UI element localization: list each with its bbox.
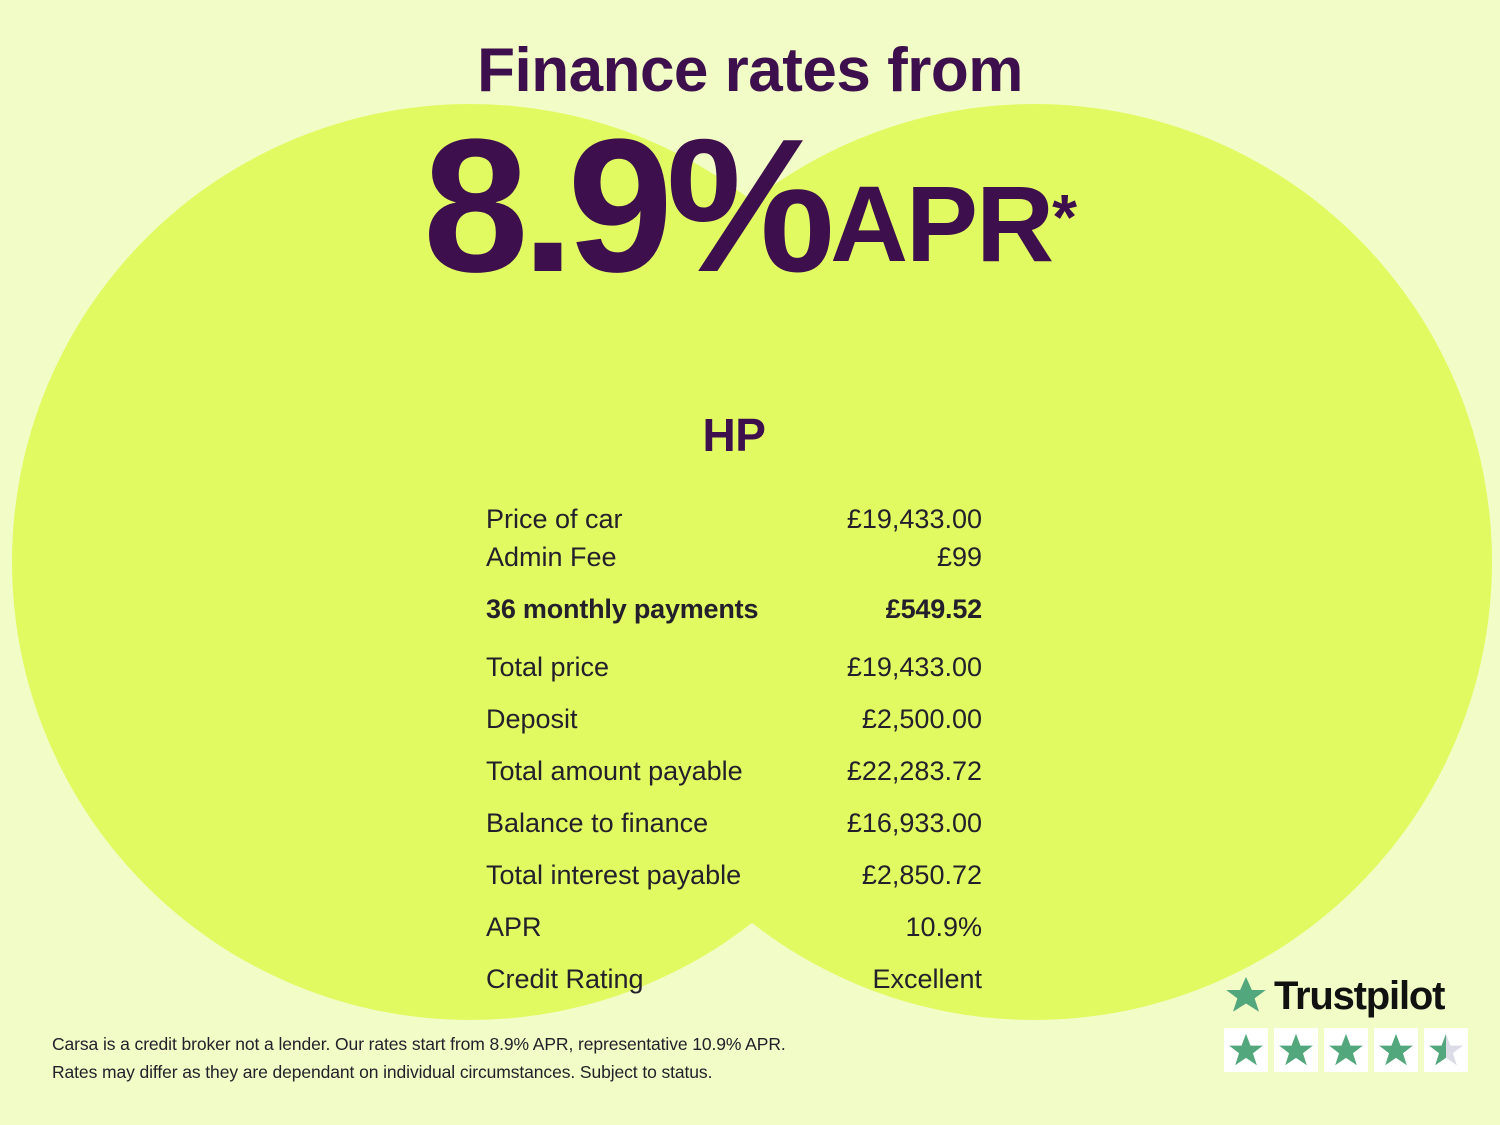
star-icon bbox=[1226, 976, 1266, 1012]
finance-row-value: £99 bbox=[936, 542, 982, 573]
disclaimer: Carsa is a credit broker not a lender. O… bbox=[52, 1030, 832, 1087]
finance-row-value: 10.9% bbox=[905, 912, 982, 943]
finance-table: Price of car £19,433.00 Admin Fee £99 36 mon… bbox=[486, 502, 982, 1014]
finance-row: Admin Fee £99 bbox=[486, 540, 982, 578]
finance-row-label: Total amount payable bbox=[486, 756, 743, 787]
finance-row: Total interest payable £2,850.72 bbox=[486, 858, 982, 910]
finance-panel: HP Price of car £19,433.00 Admin Fee £99 36 … bbox=[486, 408, 982, 1014]
rate-apr-label: APR bbox=[830, 162, 1054, 284]
finance-row: 36 monthly payments £549.52 bbox=[486, 578, 982, 650]
disclaimer-line-1: Carsa is a credit broker not a lender. O… bbox=[52, 1034, 786, 1054]
rate-value: 8.9% bbox=[422, 100, 835, 313]
finance-row: Total price £19,433.00 bbox=[486, 650, 982, 702]
page-title: Finance rates from bbox=[477, 36, 1023, 105]
finance-row: Total amount payable £22,283.72 bbox=[486, 754, 982, 806]
finance-row: Balance to finance £16,933.00 bbox=[486, 806, 982, 858]
headline-block: Finance rates from 8.9% APR * bbox=[0, 36, 1500, 313]
disclaimer-line-2: Rates may differ as they are dependant o… bbox=[52, 1062, 713, 1083]
finance-row-label: Admin Fee bbox=[486, 542, 617, 573]
rate-line: 8.9% APR * bbox=[0, 100, 1500, 313]
trustpilot-brand: Trustpilot bbox=[1224, 972, 1470, 1020]
trustpilot-star bbox=[1374, 1028, 1418, 1072]
finance-row: Deposit £2,500.00 bbox=[486, 702, 982, 754]
finance-row-value: £22,283.72 bbox=[846, 756, 982, 787]
finance-row-value: £19,433.00 bbox=[846, 504, 982, 534]
trustpilot-star bbox=[1224, 1028, 1268, 1072]
finance-row: APR 10.9% bbox=[486, 910, 982, 962]
finance-row-label: Total price bbox=[486, 652, 610, 683]
finance-row-value: £2,500.00 bbox=[861, 704, 982, 735]
trustpilot-star bbox=[1424, 1028, 1468, 1072]
trustpilot-star bbox=[1274, 1028, 1318, 1072]
finance-row-value: £16,933.00 bbox=[846, 808, 982, 839]
finance-row-label: Total interest payable bbox=[486, 860, 742, 891]
finance-row-value: £2,850.72 bbox=[861, 860, 982, 891]
rate-asterisk: * bbox=[1052, 181, 1077, 254]
trustpilot-widget[interactable]: Trustpilot bbox=[1224, 972, 1470, 1072]
finance-row-label: Deposit bbox=[486, 704, 578, 735]
finance-row: Credit Rating Excellent bbox=[486, 962, 982, 1014]
finance-row-label: Credit Rating bbox=[486, 964, 644, 995]
finance-row-label: Balance to finance bbox=[486, 808, 709, 839]
trustpilot-rating-stars bbox=[1224, 1028, 1470, 1072]
trustpilot-star bbox=[1324, 1028, 1368, 1072]
trustpilot-wordmark: Trustpilot bbox=[1274, 974, 1445, 1018]
finance-row: Price of car £19,433.00 bbox=[486, 502, 982, 540]
finance-row-label: APR bbox=[486, 912, 542, 943]
finance-row-value: £19,433.00 bbox=[846, 652, 982, 683]
finance-row-label: 36 monthly payments bbox=[486, 594, 759, 625]
finance-row-label: Price of car bbox=[486, 504, 623, 534]
finance-product-title: HP bbox=[702, 409, 766, 461]
finance-row-value: Excellent bbox=[872, 964, 982, 995]
finance-row-value: £549.52 bbox=[885, 594, 982, 625]
